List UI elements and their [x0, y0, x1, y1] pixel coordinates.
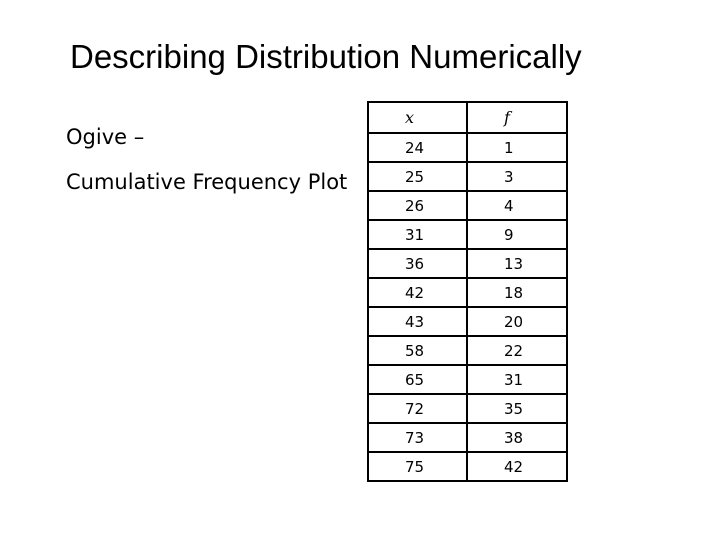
cell-x: 26 [367, 190, 468, 221]
table-row: 43 20 [367, 306, 568, 337]
header-x: x [367, 101, 468, 134]
table-row: 31 9 [367, 219, 568, 250]
cell-x: 43 [367, 306, 468, 337]
table-row: 26 4 [367, 190, 568, 221]
cell-f: 38 [466, 422, 568, 453]
cell-x: 31 [367, 219, 468, 250]
cell-x: 42 [367, 277, 468, 308]
cell-f: 31 [466, 364, 568, 395]
cell-f: 22 [466, 335, 568, 366]
cumulative-frequency-label: Cumulative Frequency Plot [66, 170, 348, 194]
slide-title: Describing Distribution Numerically [70, 38, 582, 75]
cell-f: 3 [466, 161, 568, 192]
cell-x: 65 [367, 364, 468, 395]
cell-x: 36 [367, 248, 468, 279]
cell-x: 73 [367, 422, 468, 453]
cell-f: 42 [466, 451, 568, 482]
cell-f: 35 [466, 393, 568, 424]
table-row: 42 18 [367, 277, 568, 308]
cell-f: 4 [466, 190, 568, 221]
table-row: 65 31 [367, 364, 568, 395]
cell-f: 1 [466, 132, 568, 163]
cell-x: 24 [367, 132, 468, 163]
ogive-label: Ogive – [66, 125, 145, 149]
cell-x: 75 [367, 451, 468, 482]
cell-x: 72 [367, 393, 468, 424]
header-f: f [466, 101, 568, 134]
frequency-table: x f 24 1 25 3 26 4 31 9 36 13 42 18 43 20 58 22 … [367, 101, 568, 482]
table-row: 24 1 [367, 132, 568, 163]
table-row: 75 42 [367, 451, 568, 482]
table-row: 58 22 [367, 335, 568, 366]
cell-f: 18 [466, 277, 568, 308]
cell-x: 25 [367, 161, 468, 192]
cell-f: 13 [466, 248, 568, 279]
cell-x: 58 [367, 335, 468, 366]
cell-f: 9 [466, 219, 568, 250]
table-header-row: x f [367, 101, 568, 134]
table-row: 73 38 [367, 422, 568, 453]
table-row: 72 35 [367, 393, 568, 424]
cell-f: 20 [466, 306, 568, 337]
table-row: 36 13 [367, 248, 568, 279]
table-row: 25 3 [367, 161, 568, 192]
